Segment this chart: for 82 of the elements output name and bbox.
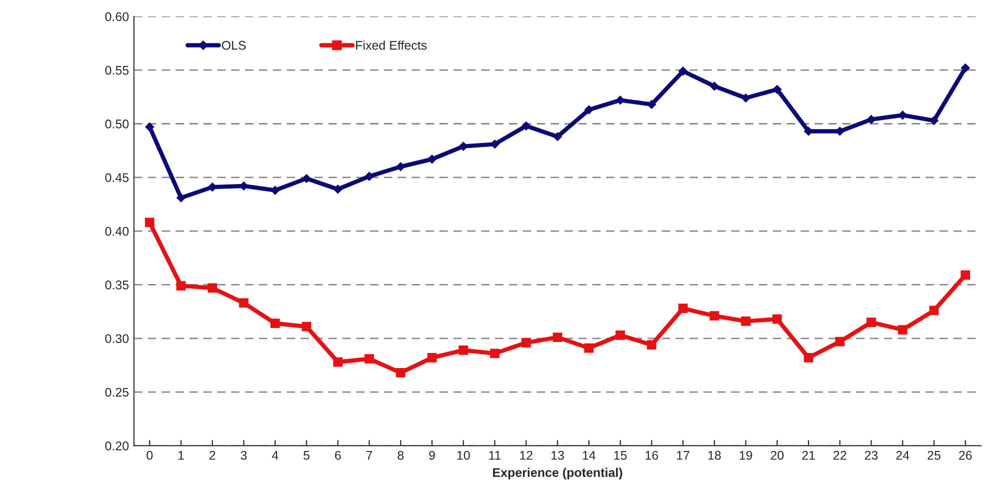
- y-tick-label: 0.45: [105, 173, 129, 182]
- point: [929, 306, 939, 316]
- y-tick-label: 0.50: [105, 120, 129, 128]
- point: [364, 354, 374, 364]
- point: [239, 298, 248, 308]
- point: [678, 304, 688, 314]
- x-tick-label: 13: [552, 450, 564, 460]
- legend-label: OLS: [222, 40, 246, 50]
- y-tick-label: 0.35: [105, 280, 129, 290]
- point: [710, 82, 719, 91]
- point: [427, 353, 437, 362]
- point: [710, 311, 720, 321]
- point: [930, 116, 938, 125]
- x-tick-label: 20: [770, 450, 784, 460]
- y-tick-label: 0.20: [105, 442, 129, 450]
- point: [866, 318, 876, 327]
- x-tick-label: 25: [928, 450, 940, 460]
- point: [145, 122, 154, 132]
- point: [898, 325, 908, 334]
- x-tick-label: 16: [646, 450, 658, 460]
- point: [552, 332, 562, 342]
- point: [960, 270, 970, 280]
- point: [302, 174, 311, 183]
- x-axis-title: Experience (potential): [493, 468, 622, 480]
- x-tick-label: 2: [210, 450, 216, 460]
- point: [428, 154, 436, 164]
- point: [646, 340, 656, 350]
- point: [144, 218, 154, 228]
- x-tick-label: 26: [959, 450, 972, 460]
- x-tick-label: 14: [582, 451, 596, 460]
- point: [302, 322, 312, 332]
- point: [804, 353, 814, 362]
- point: [835, 336, 845, 346]
- point: [616, 96, 625, 105]
- x-tick-label: 17: [677, 451, 690, 460]
- x-tick-label: 1: [178, 451, 184, 460]
- point: [584, 105, 594, 114]
- x-tick-label: 11: [489, 451, 501, 460]
- y-tick-label: 0.25: [105, 388, 129, 397]
- point: [458, 346, 468, 355]
- x-tick-label: 15: [614, 451, 627, 460]
- point: [270, 318, 280, 328]
- x-tick-label: 7: [366, 451, 372, 460]
- x-tick-label: 18: [708, 450, 721, 460]
- y-tick-label: 0.55: [105, 66, 129, 75]
- x-tick-label: 22: [834, 450, 846, 460]
- point: [333, 184, 342, 194]
- x-tick-label: 21: [802, 450, 815, 460]
- point: [490, 348, 500, 358]
- point: [772, 314, 782, 324]
- point: [396, 368, 406, 378]
- point: [772, 84, 782, 94]
- x-tick-label: 23: [864, 450, 878, 460]
- point: [960, 63, 970, 72]
- x-tick-label: 24: [896, 450, 910, 460]
- point: [616, 330, 625, 340]
- point: [741, 316, 750, 326]
- point: [364, 172, 374, 181]
- x-tick-label: 0: [146, 450, 153, 460]
- point: [522, 121, 531, 130]
- x-tick-label: 19: [740, 450, 752, 460]
- y-tick-label: 0.60: [105, 12, 129, 22]
- point: [553, 132, 562, 142]
- point: [176, 281, 186, 290]
- y-tick-label: 0.30: [105, 334, 129, 344]
- point: [333, 357, 343, 367]
- x-tick-label: 12: [520, 450, 532, 460]
- x-tick-label: 5: [304, 451, 310, 460]
- x-tick-label: 9: [429, 450, 435, 460]
- x-tick-label: 10: [457, 450, 470, 460]
- x-tick-label: 6: [335, 450, 341, 460]
- point: [678, 66, 688, 76]
- x-tick-label: 4: [272, 451, 278, 460]
- point: [584, 343, 594, 353]
- legend-label: Fixed Effects: [356, 40, 427, 50]
- point: [741, 94, 750, 102]
- point: [521, 338, 531, 348]
- point: [176, 193, 186, 202]
- x-tick-label: 3: [240, 450, 247, 460]
- point: [208, 283, 218, 293]
- x-tick-label: 8: [398, 450, 404, 460]
- y-tick-label: 0.40: [105, 226, 129, 236]
